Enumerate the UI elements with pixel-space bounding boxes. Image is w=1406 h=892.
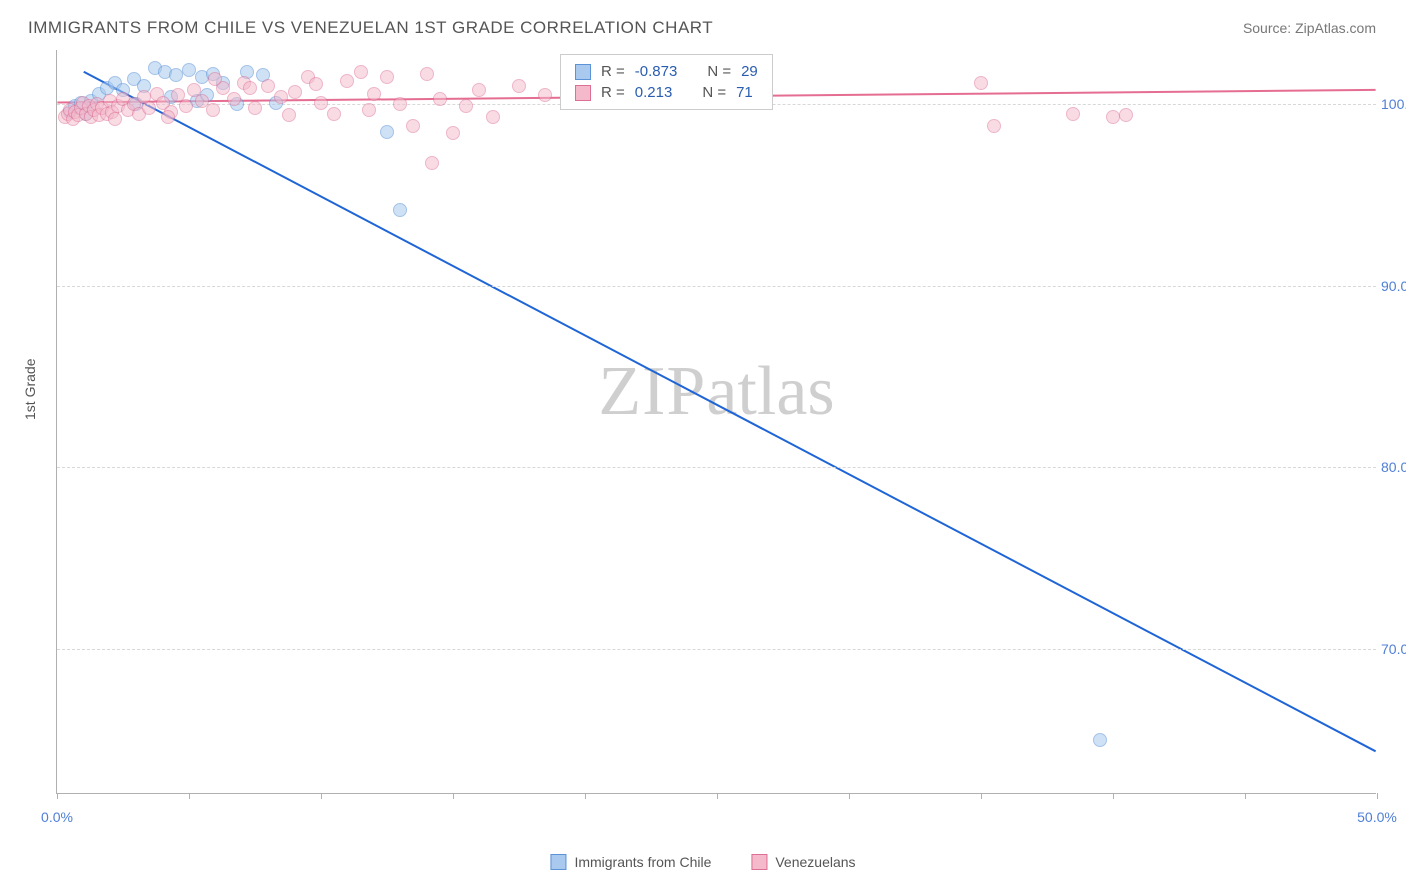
scatter-point [362, 103, 376, 117]
scatter-point [367, 87, 381, 101]
scatter-point [512, 79, 526, 93]
swatch-venezuelans [575, 85, 591, 101]
legend-swatch-chile [550, 854, 566, 870]
legend-item-chile: Immigrants from Chile [550, 854, 711, 870]
scatter-point [327, 107, 341, 121]
scatter-point [288, 85, 302, 99]
scatter-point [108, 112, 122, 126]
scatter-point [206, 103, 220, 117]
legend-item-venezuelans: Venezuelans [751, 854, 855, 870]
source-link[interactable]: ZipAtlas.com [1295, 20, 1376, 36]
scatter-point [380, 70, 394, 84]
x-tick [453, 793, 454, 799]
trendlines-svg [57, 50, 1376, 793]
x-tick-label: 0.0% [41, 809, 73, 825]
grid-line [57, 649, 1376, 650]
r-value-chile: -0.873 [635, 63, 678, 80]
stats-row-venezuelans: R = 0.213 N = 71 [575, 82, 758, 103]
scatter-point [208, 72, 222, 86]
x-tick [1245, 793, 1246, 799]
n-value-chile: 29 [741, 63, 758, 80]
scatter-point [987, 119, 1001, 133]
scatter-point [354, 65, 368, 79]
source-label: Source: [1243, 20, 1291, 36]
n-label-chile: N = [707, 63, 731, 80]
scatter-point [974, 76, 988, 90]
scatter-point [446, 126, 460, 140]
swatch-chile [575, 64, 591, 80]
x-tick [849, 793, 850, 799]
scatter-point [227, 92, 241, 106]
scatter-point [261, 79, 275, 93]
scatter-point [182, 63, 196, 77]
legend-swatch-venezuelans [751, 854, 767, 870]
grid-line [57, 286, 1376, 287]
r-label-chile: R = [601, 63, 625, 80]
scatter-point [1093, 733, 1107, 747]
scatter-point [340, 74, 354, 88]
legend-label-chile: Immigrants from Chile [574, 854, 711, 870]
x-axis-legend: Immigrants from Chile Venezuelans [550, 854, 855, 870]
scatter-point [1119, 108, 1133, 122]
stats-row-chile: R = -0.873 N = 29 [575, 61, 758, 82]
n-value-venezuelans: 71 [736, 84, 753, 101]
n-label-venezuelans: N = [702, 84, 726, 101]
y-tick-label: 100.0% [1381, 96, 1406, 112]
scatter-point [420, 67, 434, 81]
scatter-point [1106, 110, 1120, 124]
x-tick [57, 793, 58, 799]
x-tick [981, 793, 982, 799]
source-attribution: Source: ZipAtlas.com [1243, 20, 1376, 36]
stats-legend-box: R = -0.873 N = 29 R = 0.213 N = 71 [560, 54, 773, 110]
scatter-point [274, 90, 288, 104]
scatter-point [282, 108, 296, 122]
scatter-point [472, 83, 486, 97]
chart-title: IMMIGRANTS FROM CHILE VS VENEZUELAN 1ST … [28, 18, 713, 38]
scatter-point [179, 99, 193, 113]
y-axis-title: 1st Grade [22, 359, 38, 420]
scatter-point [243, 81, 257, 95]
scatter-point [425, 156, 439, 170]
x-tick [321, 793, 322, 799]
x-tick-label: 50.0% [1357, 809, 1397, 825]
plot-area: ZIPatlas 70.0%80.0%90.0%100.0%0.0%50.0% [56, 50, 1376, 794]
r-value-venezuelans: 0.213 [635, 84, 673, 101]
scatter-point [142, 101, 156, 115]
x-tick [717, 793, 718, 799]
y-tick-label: 70.0% [1381, 641, 1406, 657]
scatter-point [314, 96, 328, 110]
scatter-point [248, 101, 262, 115]
scatter-point [161, 110, 175, 124]
y-tick-label: 90.0% [1381, 278, 1406, 294]
scatter-point [1066, 107, 1080, 121]
x-tick [1113, 793, 1114, 799]
x-tick [1377, 793, 1378, 799]
r-label-venezuelans: R = [601, 84, 625, 101]
scatter-point [433, 92, 447, 106]
scatter-point [486, 110, 500, 124]
legend-label-venezuelans: Venezuelans [775, 854, 855, 870]
scatter-point [459, 99, 473, 113]
x-tick [585, 793, 586, 799]
scatter-point [393, 97, 407, 111]
y-tick-label: 80.0% [1381, 459, 1406, 475]
scatter-point [169, 68, 183, 82]
scatter-point [538, 88, 552, 102]
scatter-point [406, 119, 420, 133]
grid-line [57, 467, 1376, 468]
scatter-point [393, 203, 407, 217]
scatter-point [380, 125, 394, 139]
x-tick [189, 793, 190, 799]
scatter-point [309, 77, 323, 91]
